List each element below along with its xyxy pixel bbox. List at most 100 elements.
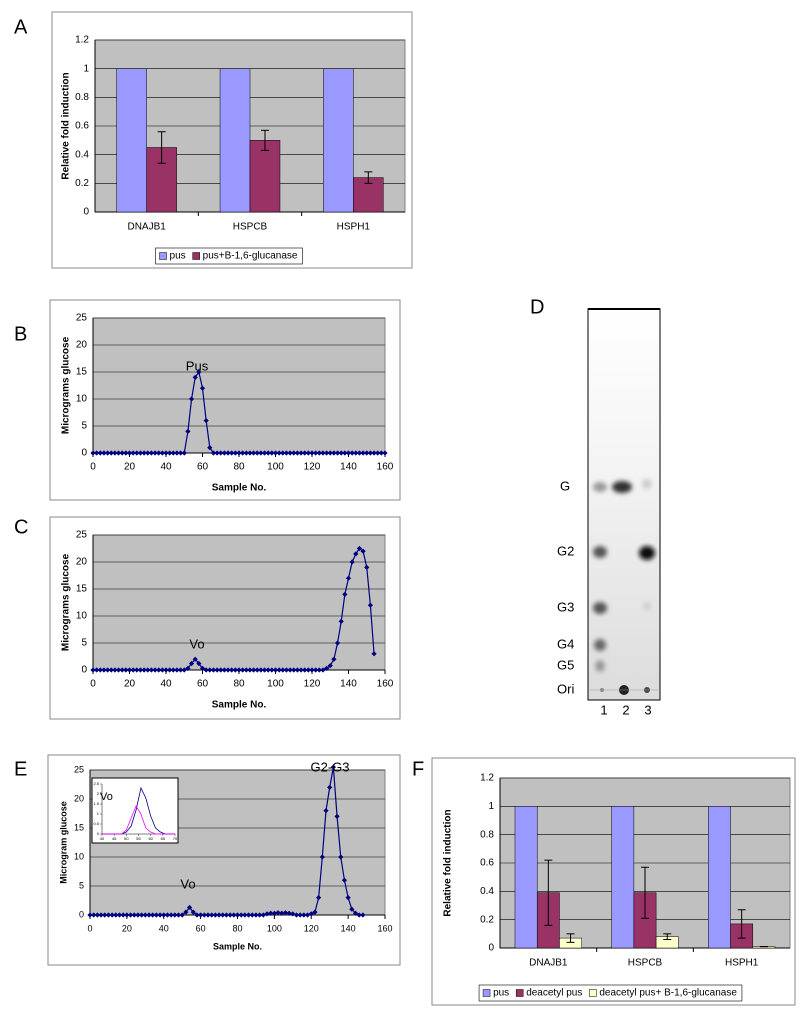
x-tick-label: HSPH1 bbox=[725, 958, 759, 969]
marker bbox=[247, 450, 253, 456]
marker bbox=[316, 895, 322, 901]
marker bbox=[192, 656, 198, 662]
legend-swatch bbox=[515, 989, 524, 997]
marker bbox=[382, 450, 388, 456]
y-tick-label: 20 bbox=[76, 340, 88, 351]
marker bbox=[331, 656, 337, 662]
annotation: Vo bbox=[189, 636, 204, 651]
marker bbox=[123, 450, 129, 456]
marker bbox=[272, 450, 279, 456]
marker bbox=[163, 667, 169, 673]
lane-label: 2 bbox=[622, 702, 629, 717]
annotation: G2-G3 bbox=[310, 759, 349, 774]
x-tick-label: 70 bbox=[173, 836, 178, 841]
y-tick-label: 25 bbox=[76, 530, 88, 541]
marker bbox=[268, 910, 274, 916]
legend-swatch bbox=[589, 989, 597, 997]
y-tick-label: 15 bbox=[76, 584, 88, 595]
y-tick-label: 0.2 bbox=[480, 914, 494, 925]
marker bbox=[175, 912, 182, 918]
marker bbox=[371, 651, 377, 657]
marker bbox=[181, 667, 187, 673]
x-tick-label: 100 bbox=[267, 679, 284, 690]
y-tick-label: 10 bbox=[76, 611, 88, 622]
gel-label: G4 bbox=[557, 636, 574, 651]
marker bbox=[159, 667, 165, 673]
marker bbox=[240, 667, 246, 673]
marker bbox=[234, 912, 241, 918]
x-tick-label: 60 bbox=[196, 923, 206, 933]
y-tick-label: 0.6 bbox=[480, 858, 494, 869]
marker bbox=[231, 912, 237, 918]
marker bbox=[205, 912, 211, 918]
x-tick-label: 100 bbox=[267, 462, 284, 473]
error-bar bbox=[566, 933, 575, 943]
marker bbox=[271, 910, 277, 916]
x-tick-label: 0 bbox=[87, 923, 92, 933]
marker bbox=[174, 450, 180, 456]
marker bbox=[334, 450, 341, 456]
gel-label: Ori bbox=[557, 681, 574, 696]
plot-area bbox=[92, 534, 386, 671]
marker bbox=[251, 450, 257, 456]
marker bbox=[313, 450, 319, 456]
y-tick-label: 0.8 bbox=[75, 92, 89, 103]
y-axis-label: Relative fold induction bbox=[443, 809, 454, 916]
marker bbox=[342, 591, 348, 597]
marker bbox=[183, 909, 189, 915]
marker bbox=[97, 667, 103, 673]
marker bbox=[276, 450, 282, 456]
marker bbox=[192, 374, 198, 380]
marker bbox=[279, 910, 285, 916]
marker bbox=[257, 912, 263, 918]
marker bbox=[188, 396, 195, 402]
marker bbox=[178, 667, 184, 673]
marker bbox=[170, 667, 176, 673]
marker bbox=[87, 912, 93, 918]
marker bbox=[291, 667, 297, 673]
x-tick-label: 50 bbox=[124, 836, 129, 841]
x-tick-label: 40 bbox=[159, 923, 169, 933]
y-tick-label: 0 bbox=[488, 943, 494, 954]
y-tick-label: 1 bbox=[488, 801, 494, 812]
marker bbox=[371, 450, 377, 456]
y-axis-label: Micrograms glucose bbox=[61, 336, 72, 434]
spot bbox=[594, 639, 606, 651]
plot-area bbox=[92, 317, 386, 454]
marker bbox=[247, 667, 253, 673]
marker bbox=[316, 667, 322, 673]
marker bbox=[223, 912, 230, 918]
marker bbox=[157, 912, 163, 918]
marker bbox=[137, 667, 144, 673]
y-tick-label: 20 bbox=[74, 793, 84, 803]
marker bbox=[148, 667, 154, 673]
series-line bbox=[102, 805, 175, 835]
marker bbox=[258, 667, 264, 673]
gel-label: G5 bbox=[557, 657, 574, 672]
y-tick-label: 1.5 bbox=[93, 801, 99, 806]
marker bbox=[156, 667, 162, 673]
panel-letter: D bbox=[530, 296, 544, 318]
marker bbox=[172, 912, 178, 918]
gel-label: G3 bbox=[557, 599, 574, 614]
x-tick-label: 60 bbox=[148, 836, 153, 841]
panel-letter: F bbox=[412, 758, 424, 780]
marker bbox=[356, 912, 362, 918]
marker bbox=[167, 667, 173, 673]
legend-swatch bbox=[192, 252, 200, 260]
marker bbox=[334, 813, 340, 819]
marker bbox=[227, 912, 233, 918]
marker bbox=[330, 764, 336, 770]
marker bbox=[245, 912, 252, 918]
marker bbox=[150, 912, 156, 918]
marker bbox=[249, 912, 255, 918]
marker bbox=[131, 912, 137, 918]
marker bbox=[240, 450, 246, 456]
x-axis-label: Sample No. bbox=[213, 941, 262, 951]
marker bbox=[342, 450, 348, 456]
marker bbox=[294, 450, 300, 456]
marker bbox=[119, 450, 125, 456]
marker bbox=[345, 575, 352, 581]
marker bbox=[338, 618, 344, 624]
